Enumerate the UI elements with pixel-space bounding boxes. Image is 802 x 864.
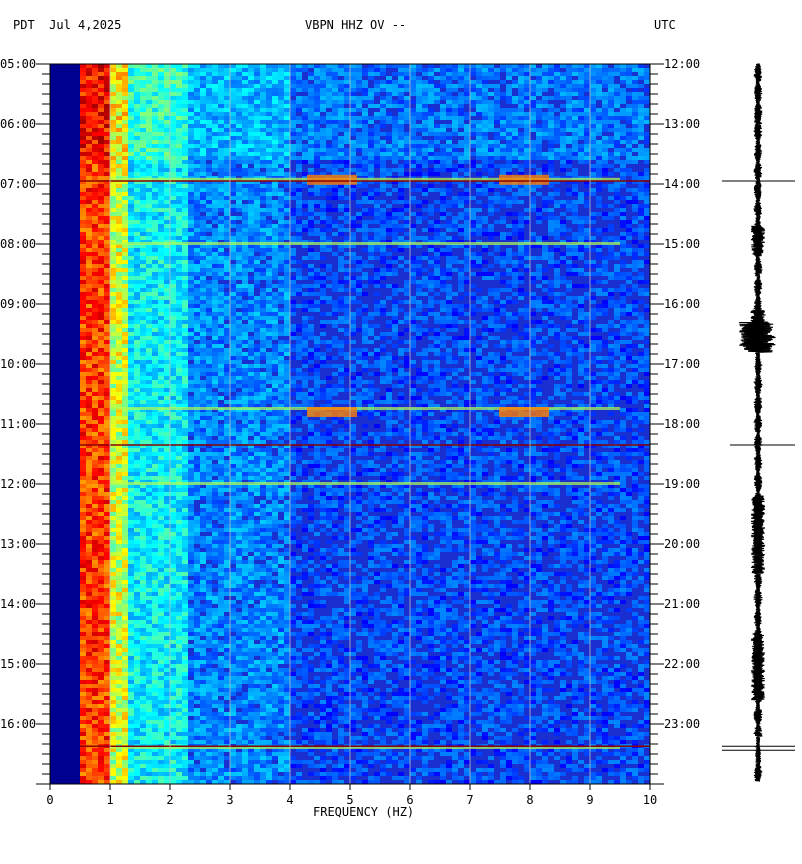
y-tick-label-right: 19:00 xyxy=(664,477,701,491)
y-tick-label-left: 12:00 xyxy=(0,477,37,491)
event-streak xyxy=(110,407,620,410)
y-tick-label-left: 16:00 xyxy=(0,717,37,731)
x-tick-label: 4 xyxy=(286,793,294,807)
seismogram-trace xyxy=(739,63,776,782)
y-tick-label-right: 22:00 xyxy=(664,657,701,671)
y-tick-label-left: 15:00 xyxy=(0,657,37,671)
x-tick-label: 6 xyxy=(406,793,414,807)
x-tick-label: 9 xyxy=(586,793,594,807)
event-streak xyxy=(110,746,620,749)
x-tick-label: 1 xyxy=(106,793,114,807)
y-tick-label-left: 08:00 xyxy=(0,237,37,251)
y-tick-label-right: 17:00 xyxy=(664,357,701,371)
y-tick-label-left: 09:00 xyxy=(0,297,37,311)
x-axis-title: FREQUENCY (HZ) xyxy=(313,805,415,819)
x-tick-label: 10 xyxy=(642,793,658,807)
x-tick-label: 0 xyxy=(46,793,54,807)
header-left: PDT Jul 4,2025 xyxy=(13,18,122,32)
y-tick-label-left: 10:00 xyxy=(0,357,37,371)
event-streak xyxy=(110,242,620,245)
spectrogram-cells xyxy=(80,64,650,784)
y-tick-label-right: 18:00 xyxy=(664,417,701,431)
event-hotspot xyxy=(307,174,357,185)
low-frequency-band xyxy=(50,64,80,784)
header-title: VBPN HHZ OV -- xyxy=(305,18,407,32)
x-tick-label: 3 xyxy=(226,793,234,807)
x-tick-label: 8 xyxy=(526,793,534,807)
event-hotspot xyxy=(499,407,549,417)
y-tick-label-left: 07:00 xyxy=(0,177,37,191)
y-tick-label-right: 16:00 xyxy=(664,297,701,311)
event-streak xyxy=(110,177,620,181)
y-tick-label-right: 13:00 xyxy=(664,117,701,131)
y-tick-label-right: 21:00 xyxy=(664,597,701,611)
y-tick-label-left: 14:00 xyxy=(0,597,37,611)
y-tick-label-left: 05:00 xyxy=(0,57,37,71)
x-tick-label: 7 xyxy=(466,793,474,807)
x-tick-label: 2 xyxy=(166,793,174,807)
y-tick-label-right: 12:00 xyxy=(664,57,701,71)
y-tick-label-left: 13:00 xyxy=(0,537,37,551)
y-tick-label-left: 06:00 xyxy=(0,117,37,131)
y-tick-label-right: 23:00 xyxy=(664,717,701,731)
event-hotspot xyxy=(307,407,357,417)
event-hotspot xyxy=(499,174,549,185)
header-right: UTC xyxy=(654,18,676,32)
event-streak xyxy=(110,482,620,485)
y-tick-label-right: 20:00 xyxy=(664,537,701,551)
y-tick-label-right: 14:00 xyxy=(664,177,701,191)
y-tick-label-left: 11:00 xyxy=(0,417,37,431)
y-tick-label-right: 15:00 xyxy=(664,237,701,251)
x-tick-label: 5 xyxy=(346,793,354,807)
